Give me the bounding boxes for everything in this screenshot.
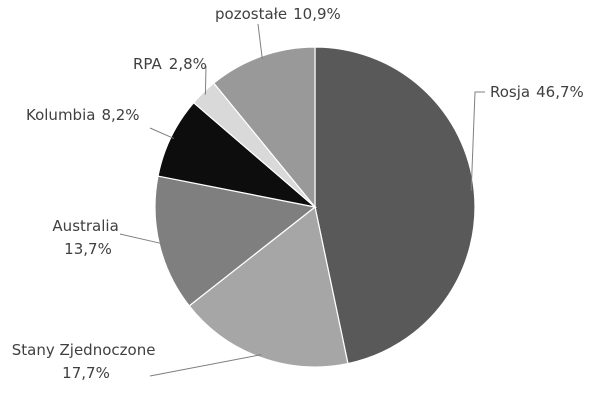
label-rpa: RPA 2,8% bbox=[133, 55, 207, 73]
pie-slice-stany-zjednoczone bbox=[188, 205, 349, 368]
leader-line-australia bbox=[119, 233, 163, 245]
label-pozostale: pozostałe 10,9% bbox=[215, 5, 341, 23]
leader-line-pozosta-e bbox=[257, 23, 263, 60]
pie-slice-pozosta-e bbox=[212, 46, 316, 209]
label-rosja: Rosja 46,7% bbox=[490, 83, 584, 101]
leader-line-rosja bbox=[470, 91, 485, 191]
pie-slice-australia bbox=[154, 175, 317, 307]
label-australia: Australia 13,7% bbox=[52, 217, 123, 258]
pie-slice-rosja bbox=[314, 46, 476, 365]
leader-lines bbox=[119, 23, 485, 377]
leader-line-kolumbia bbox=[149, 127, 175, 139]
label-stany-zjednoczone: Stany Zjednoczone 17,7% bbox=[12, 341, 160, 382]
leader-line-rpa bbox=[204, 65, 207, 95]
leader-line-stany-zjednoczone bbox=[149, 354, 262, 377]
label-kolumbia: Kolumbia 8,2% bbox=[26, 106, 140, 124]
pie-slices bbox=[154, 46, 476, 368]
